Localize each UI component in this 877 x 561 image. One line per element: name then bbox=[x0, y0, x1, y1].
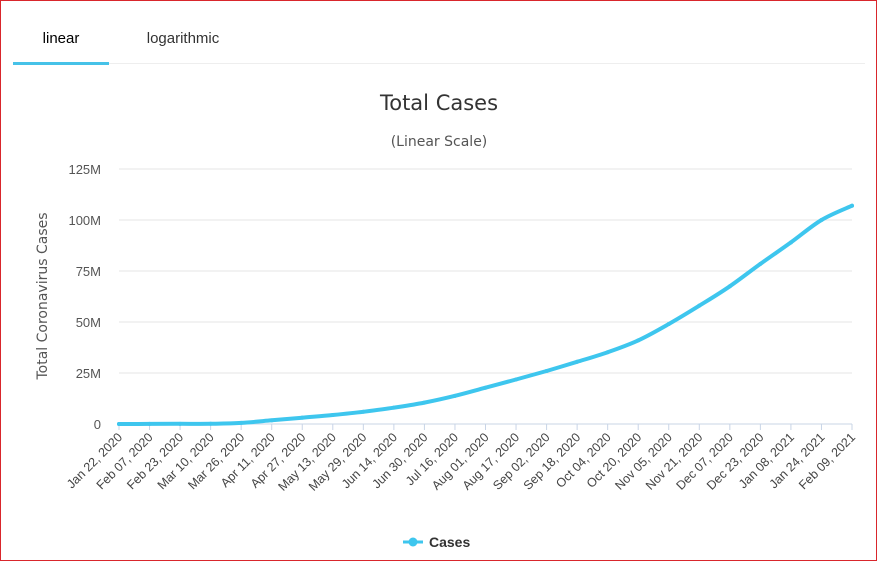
data-point-cases[interactable] bbox=[483, 385, 488, 390]
y-axis-title: Total Coronavirus Cases bbox=[35, 212, 51, 380]
data-point-cases[interactable] bbox=[666, 322, 671, 327]
data-point-cases[interactable] bbox=[575, 359, 580, 364]
tab-logarithmic[interactable]: logarithmic bbox=[133, 19, 233, 63]
data-point-cases[interactable] bbox=[330, 413, 335, 418]
y-tick-label: 50M bbox=[76, 315, 101, 330]
data-point-cases[interactable] bbox=[361, 409, 366, 414]
data-point-cases[interactable] bbox=[788, 240, 793, 245]
tab-linear-label: linear bbox=[42, 30, 80, 47]
data-point-cases[interactable] bbox=[208, 421, 213, 426]
legend-label-cases: Cases bbox=[429, 534, 470, 550]
data-point-cases[interactable] bbox=[178, 421, 183, 426]
legend[interactable]: Cases bbox=[403, 534, 470, 550]
data-point-cases[interactable] bbox=[514, 377, 519, 382]
y-tick-label: 75M bbox=[76, 264, 101, 279]
chart-title: Total Cases bbox=[379, 91, 498, 115]
data-point-cases[interactable] bbox=[239, 420, 244, 425]
data-point-cases[interactable] bbox=[452, 393, 457, 398]
data-point-cases[interactable] bbox=[544, 368, 549, 373]
y-tick-label: 0 bbox=[94, 417, 101, 432]
data-point-cases[interactable] bbox=[697, 303, 702, 308]
series-line-cases[interactable] bbox=[117, 203, 854, 426]
y-tick-label: 100M bbox=[68, 213, 101, 228]
data-point-cases[interactable] bbox=[727, 284, 732, 289]
data-point-cases[interactable] bbox=[636, 338, 641, 343]
scale-tabs: linear logarithmic bbox=[13, 19, 865, 65]
data-point-cases[interactable] bbox=[391, 405, 396, 410]
data-point-cases[interactable] bbox=[300, 415, 305, 420]
data-point-cases[interactable] bbox=[758, 261, 763, 266]
data-point-cases[interactable] bbox=[422, 400, 427, 405]
data-point-cases[interactable] bbox=[605, 350, 610, 355]
tab-linear[interactable]: linear bbox=[13, 19, 109, 65]
data-point-cases[interactable] bbox=[117, 421, 121, 426]
data-point-cases[interactable] bbox=[147, 421, 152, 426]
legend-dot-icon bbox=[408, 537, 418, 547]
data-point-cases[interactable] bbox=[819, 218, 824, 222]
tab-logarithmic-label: logarithmic bbox=[146, 30, 220, 47]
series-cases bbox=[117, 203, 854, 426]
data-point-cases[interactable] bbox=[269, 418, 274, 423]
y-axis-ticks: 0 25M 50M 75M 100M 125M bbox=[68, 162, 101, 432]
chart-subtitle: (Linear Scale) bbox=[391, 134, 488, 150]
active-tab-indicator bbox=[13, 62, 109, 65]
y-tick-label: 125M bbox=[68, 162, 101, 177]
data-point-cases[interactable] bbox=[850, 203, 854, 208]
y-tick-label: 25M bbox=[76, 366, 101, 381]
